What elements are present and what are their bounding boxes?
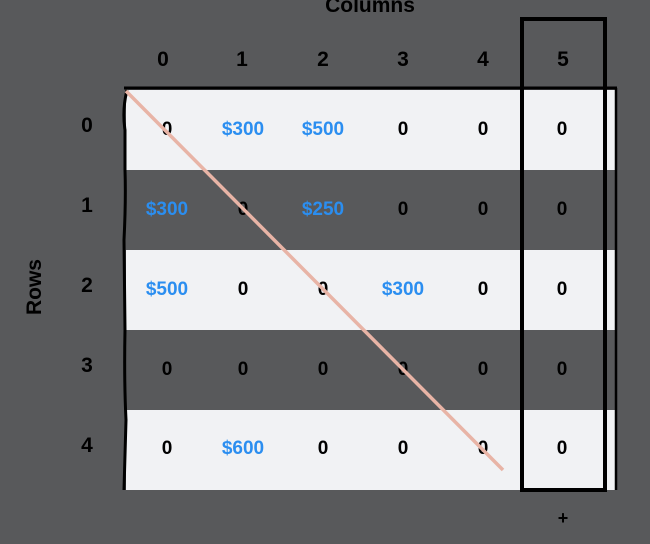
row-header-0: 0 bbox=[81, 114, 93, 137]
row-band-3 bbox=[126, 330, 616, 410]
matrix-cell: 0 bbox=[477, 199, 489, 220]
matrix-cell: 0 bbox=[317, 438, 329, 459]
row-header-4: 4 bbox=[81, 434, 93, 457]
plus-symbol: + bbox=[557, 508, 569, 528]
matrix-cell: 0 bbox=[317, 359, 329, 380]
column-header-2: 2 bbox=[317, 48, 329, 71]
matrix-cell: $600 bbox=[221, 438, 265, 459]
columns-title: Columns bbox=[325, 0, 415, 17]
column-header-5: 5 bbox=[557, 48, 569, 71]
matrix-cell: 0 bbox=[556, 119, 568, 140]
column-header-1: 1 bbox=[236, 48, 248, 71]
matrix-cell: 0 bbox=[477, 119, 489, 140]
matrix-cell: $300 bbox=[145, 199, 189, 220]
left-bracket bbox=[122, 89, 129, 491]
row-band-4 bbox=[126, 410, 616, 490]
matrix-cell: 0 bbox=[161, 119, 173, 140]
row-band-1 bbox=[126, 170, 616, 250]
matrix-cell: $300 bbox=[381, 279, 425, 300]
diagonal-line bbox=[124, 89, 505, 472]
matrix-cell: $300 bbox=[221, 119, 265, 140]
matrix-cell: 0 bbox=[477, 279, 489, 300]
matrix-cell: 0 bbox=[237, 279, 249, 300]
row-band-2 bbox=[126, 250, 616, 330]
matrix-cell: 0 bbox=[477, 359, 489, 380]
row-header-3: 3 bbox=[81, 354, 93, 377]
column-header-4: 4 bbox=[477, 48, 489, 71]
matrix-cell: $500 bbox=[301, 119, 345, 140]
matrix-cell: $500 bbox=[145, 279, 189, 300]
matrix-cell: 0 bbox=[161, 359, 173, 380]
matrix-cell: 0 bbox=[161, 438, 173, 459]
matrix-cell: 0 bbox=[237, 359, 249, 380]
column-header-0: 0 bbox=[157, 48, 169, 71]
matrix-cell: 0 bbox=[556, 438, 568, 459]
matrix-cell: 0 bbox=[397, 199, 409, 220]
column-5-highlight-box bbox=[520, 17, 607, 492]
row-band-0 bbox=[126, 90, 616, 170]
matrix-cell: $250 bbox=[301, 199, 345, 220]
row-header-1: 1 bbox=[81, 194, 93, 217]
matrix-cell: 0 bbox=[397, 119, 409, 140]
matrix-cell: 0 bbox=[397, 438, 409, 459]
row-header-2: 2 bbox=[81, 274, 93, 297]
matrix-cell: 0 bbox=[556, 279, 568, 300]
column-header-3: 3 bbox=[397, 48, 409, 71]
matrix-cell: 0 bbox=[556, 199, 568, 220]
matrix-cell: 0 bbox=[556, 359, 568, 380]
